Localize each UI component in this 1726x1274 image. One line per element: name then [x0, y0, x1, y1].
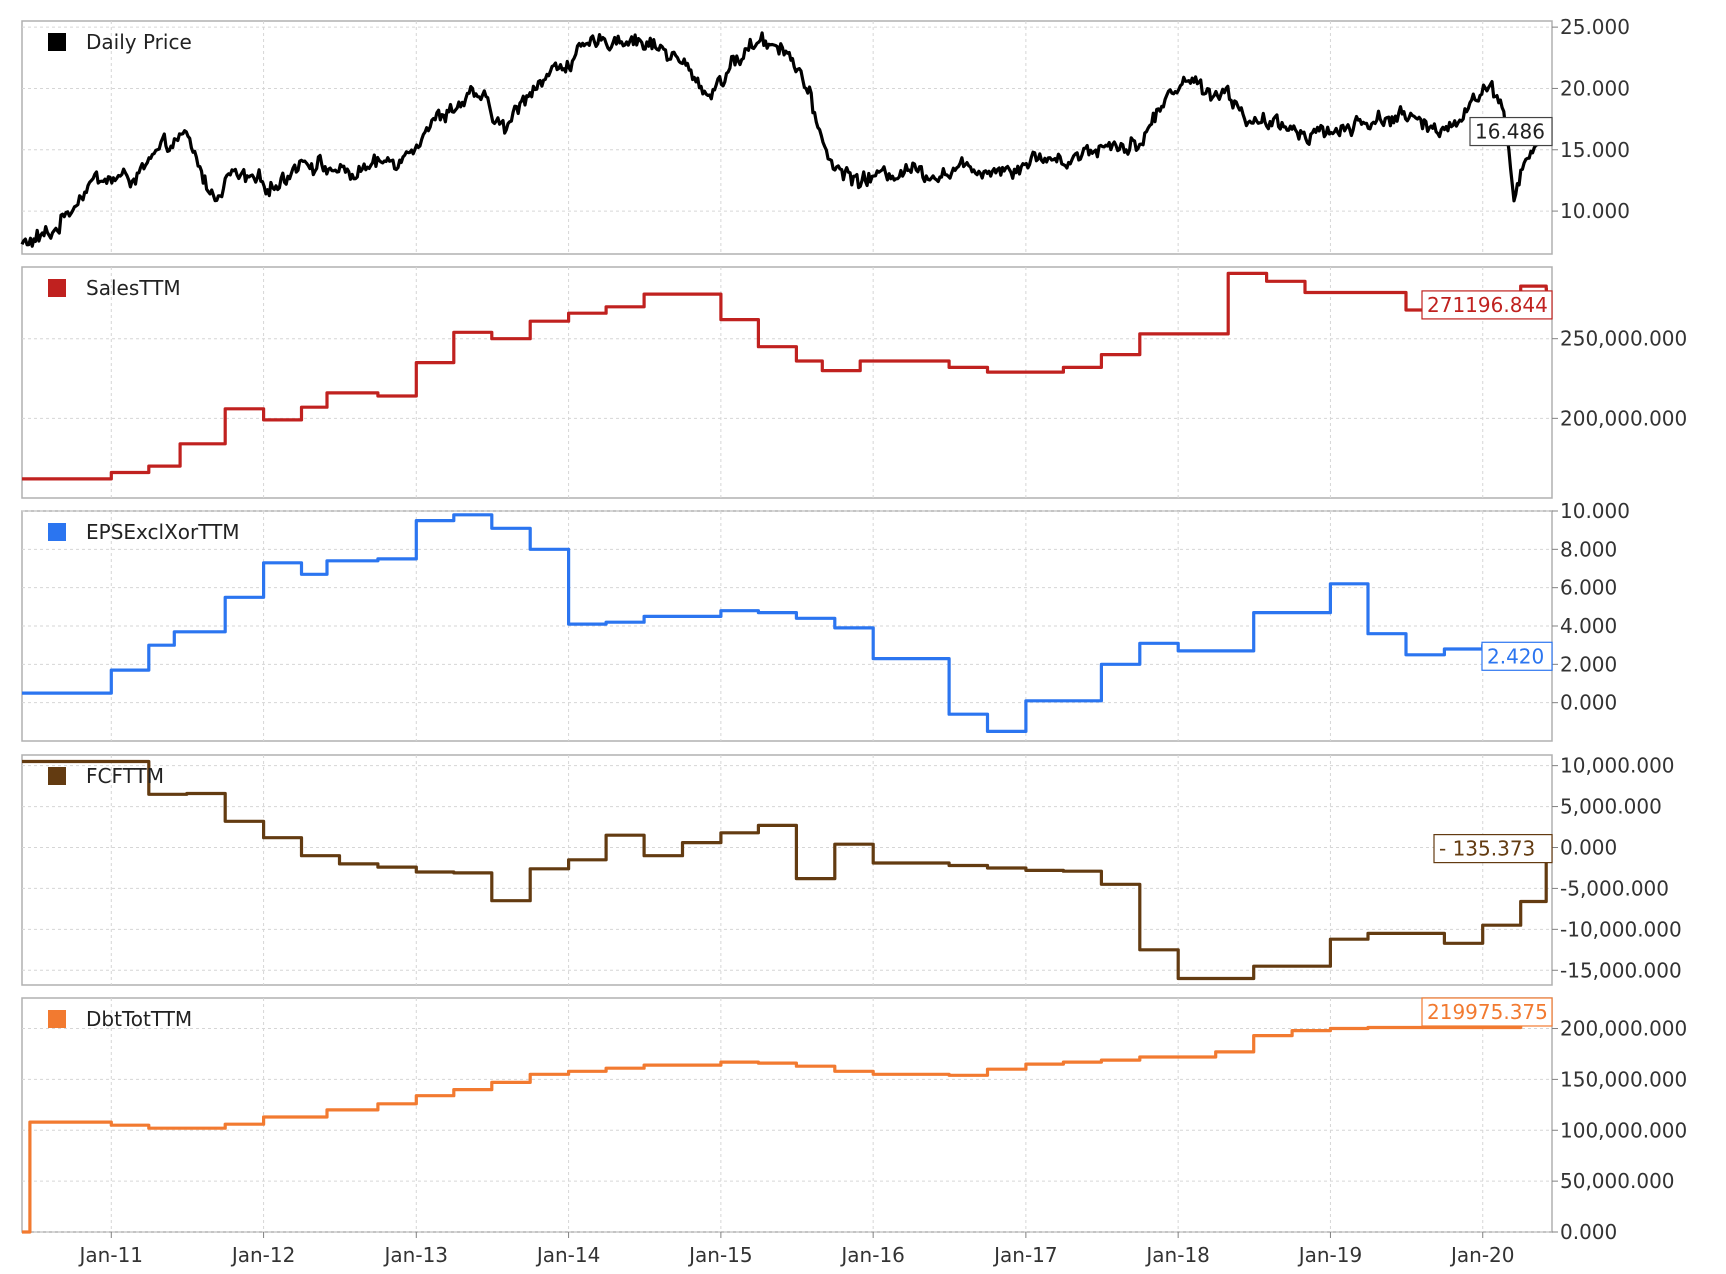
x-tick-label: Jan-13	[383, 1243, 449, 1267]
panel-SalesTTM: 250,000.000 200,000.000 SalesTTM 271196.844	[21, 266, 1687, 499]
y-tick-label: -10,000.000	[1560, 917, 1682, 941]
x-tick-label: Jan-17	[992, 1243, 1058, 1267]
y-tick-label: 25.000	[1560, 15, 1630, 39]
x-tick-label: Jan-18	[1144, 1243, 1210, 1267]
y-tick-label: 250,000.000	[1560, 327, 1687, 351]
y-tick-label: -15,000.000	[1560, 958, 1682, 982]
y-tick-label: 6.000	[1560, 576, 1617, 600]
x-tick-label: Jan-20	[1449, 1243, 1515, 1267]
legend-label: DbtTotTTM	[86, 1007, 192, 1031]
y-tick-label: 0.000	[1560, 835, 1617, 859]
x-tick-label: Jan-12	[230, 1243, 296, 1267]
legend-swatch	[48, 33, 66, 51]
legend-label: EPSExclXorTTM	[86, 520, 240, 544]
series-line-Daily Price	[20, 31, 1548, 248]
series-line-EPSExclXorTTM	[22, 513, 1548, 733]
legend-swatch	[48, 523, 66, 541]
x-tick-label: Jan-15	[687, 1243, 753, 1267]
panel-Daily Price: 25.000 20.000 15.000 10.000 Daily Price 16.48…	[20, 15, 1630, 255]
last-value-label: 2.420	[1487, 644, 1544, 668]
y-tick-label: 4.000	[1560, 614, 1617, 638]
y-tick-label: 8.000	[1560, 537, 1617, 561]
legend-swatch	[48, 1010, 66, 1028]
legend-swatch	[48, 279, 66, 297]
panel-frame	[21, 20, 1553, 255]
y-tick-label: 0.000	[1560, 1220, 1617, 1244]
y-tick-label: 10.000	[1560, 199, 1630, 223]
x-tick-label: Jan-16	[839, 1243, 905, 1267]
legend-label: SalesTTM	[86, 276, 181, 300]
panel-frame	[21, 266, 1553, 499]
legend-label: Daily Price	[86, 30, 192, 54]
y-tick-label: 200,000.000	[1560, 406, 1687, 430]
x-tick-label: Jan-19	[1297, 1243, 1363, 1267]
y-tick-label: 0.000	[1560, 691, 1617, 715]
series-line-SalesTTM	[22, 271, 1548, 481]
y-tick-label: -5,000.000	[1560, 876, 1669, 900]
last-value-label: 219975.375	[1427, 1000, 1548, 1024]
panel-frame	[21, 754, 1553, 986]
panel-DbtTotTTM: 200,000.000 150,000.000 100,000.000 50,000.…	[21, 997, 1687, 1244]
y-tick-label: 50,000.000	[1560, 1169, 1675, 1193]
last-value-box	[1469, 116, 1553, 147]
y-tick-label: 2.000	[1560, 652, 1617, 676]
last-value-box	[1481, 641, 1553, 671]
y-tick-label: 200,000.000	[1560, 1017, 1687, 1041]
last-value-box	[1421, 290, 1553, 320]
legend-label: FCFTTM	[86, 764, 164, 788]
last-value-label: - 135.373	[1439, 837, 1535, 861]
x-tick-label: Jan-14	[535, 1243, 601, 1267]
panel-frame	[21, 997, 1553, 1233]
y-tick-label: 10.000	[1560, 499, 1630, 523]
y-tick-label: 20.000	[1560, 76, 1630, 100]
legend-swatch	[48, 767, 66, 785]
x-tick-label: Jan-11	[78, 1243, 144, 1267]
series-line-DbtTotTTM	[22, 1006, 1548, 1234]
series-line-FCFTTM	[22, 759, 1548, 981]
y-tick-label: 10,000.000	[1560, 754, 1675, 778]
y-tick-label: 150,000.000	[1560, 1067, 1687, 1091]
y-tick-label: 100,000.000	[1560, 1118, 1687, 1142]
last-value-box	[1433, 833, 1553, 864]
last-value-label: 271196.844	[1427, 293, 1548, 317]
y-tick-label: 15.000	[1560, 138, 1630, 162]
panel-FCFTTM: 10,000.000 5,000.000 0.000 -5,000.000 -10,00…	[21, 754, 1682, 986]
panel-EPSExclXorTTM: 10.000 8.000 6.000 4.000 2.000 0.000 EPSExclXo…	[21, 499, 1630, 742]
last-value-label: 16.486	[1475, 120, 1545, 144]
last-value-box	[1421, 997, 1553, 1027]
y-tick-label: 5,000.000	[1560, 795, 1662, 819]
